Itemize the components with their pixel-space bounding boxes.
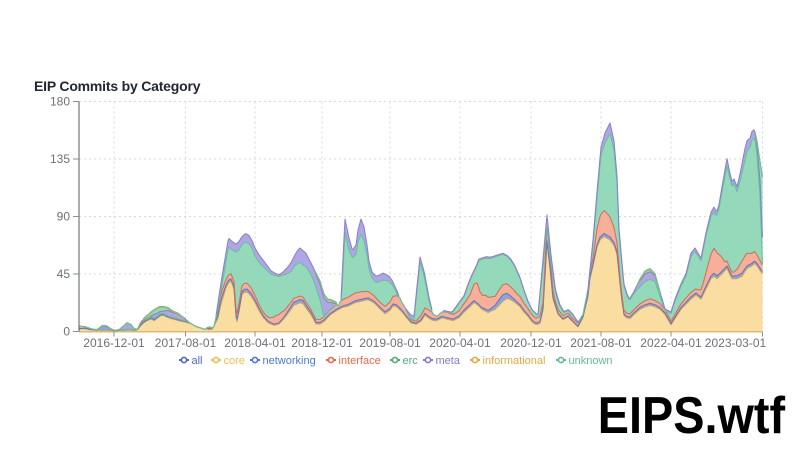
svg-text:erc: erc: [403, 355, 419, 367]
svg-text:2022-04-01: 2022-04-01: [640, 336, 702, 350]
svg-text:180: 180: [50, 95, 70, 109]
svg-text:135: 135: [50, 152, 70, 166]
svg-text:interface: interface: [339, 355, 381, 367]
svg-text:meta: meta: [436, 355, 461, 367]
svg-text:2021-08-01: 2021-08-01: [570, 336, 632, 350]
svg-text:2018-04-01: 2018-04-01: [224, 336, 286, 350]
svg-text:2018-12-01: 2018-12-01: [291, 336, 353, 350]
svg-text:2020-12-01: 2020-12-01: [500, 336, 562, 350]
svg-text:core: core: [224, 355, 245, 367]
svg-text:2016-12-01: 2016-12-01: [83, 336, 145, 350]
svg-text:45: 45: [57, 267, 71, 281]
svg-text:2019-08-01: 2019-08-01: [359, 336, 421, 350]
svg-text:2017-08-01: 2017-08-01: [155, 336, 217, 350]
svg-text:2020-04-01: 2020-04-01: [429, 336, 491, 350]
svg-text:unknown: unknown: [569, 355, 613, 367]
svg-text:all: all: [192, 355, 203, 367]
svg-text:networking: networking: [263, 355, 316, 367]
svg-text:0: 0: [63, 325, 70, 339]
svg-text:informational: informational: [483, 355, 546, 367]
svg-text:2023-03-01: 2023-03-01: [705, 336, 767, 350]
svg-text:90: 90: [57, 210, 71, 224]
